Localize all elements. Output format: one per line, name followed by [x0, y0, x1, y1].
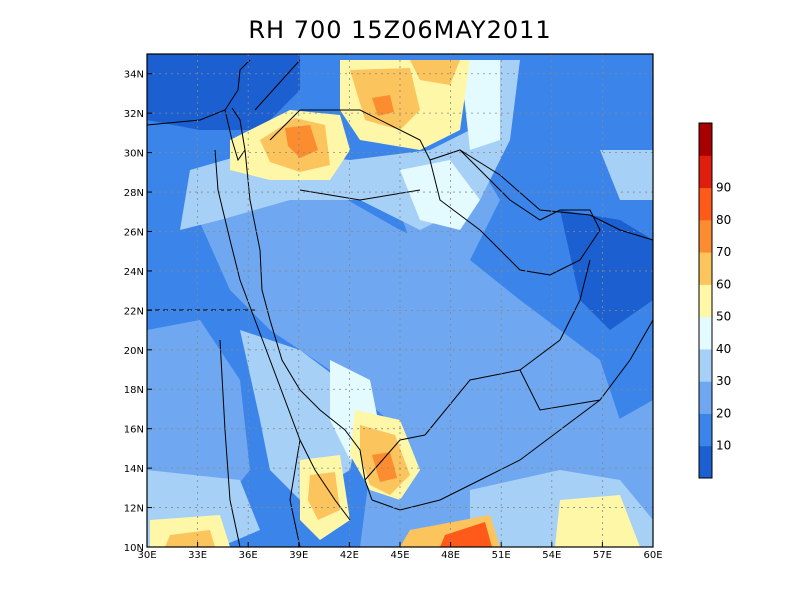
- y-tick-label: 14N: [124, 464, 144, 475]
- colorbar-swatch: [699, 445, 712, 479]
- field-region: [410, 60, 460, 85]
- field-region: [555, 495, 640, 547]
- coastline: [429, 149, 601, 276]
- field-region: [147, 320, 250, 520]
- colorbar-label: 70: [716, 245, 731, 259]
- field-region: [460, 60, 500, 150]
- x-tick-label: 42E: [340, 550, 359, 561]
- colorbar-swatch: [699, 219, 712, 253]
- map-grid: [147, 54, 653, 547]
- field-region: [440, 522, 492, 547]
- colorbar: 10 20 30 40 50 60 70 80 90: [698, 122, 731, 479]
- coastlines: [147, 59, 653, 547]
- coastline: [459, 149, 653, 241]
- colorbar-label: 20: [716, 406, 731, 420]
- field-region: [165, 530, 215, 547]
- x-tick-label: 30E: [137, 550, 156, 561]
- y-tick-label: 34N: [124, 70, 144, 81]
- field-region: [600, 150, 653, 200]
- y-tick-label: 18N: [124, 385, 144, 396]
- field-region: [372, 95, 394, 116]
- y-tick-label: 26N: [124, 227, 144, 238]
- y-tick-label: 10N: [124, 543, 144, 554]
- coastline: [214, 149, 351, 521]
- field-region: [400, 160, 480, 230]
- x-tick-label: 33E: [188, 550, 207, 561]
- colorbar-label: 90: [716, 181, 731, 195]
- x-tick-label: 57E: [593, 550, 612, 561]
- colorbar-swatch: [699, 155, 712, 189]
- colorbar-label: 80: [716, 213, 731, 227]
- colorbar-swatch: [699, 316, 712, 350]
- y-tick-label: 24N: [124, 267, 144, 278]
- coastline: [231, 107, 373, 501]
- border: [269, 109, 431, 161]
- colorbar-swatch: [699, 381, 712, 414]
- x-tick-label: 45E: [390, 550, 409, 561]
- y-tick-label: 12N: [124, 504, 144, 515]
- border: [289, 439, 301, 547]
- y-tick-label: 32N: [124, 109, 144, 120]
- colorbar-swatch: [699, 348, 712, 382]
- x-tick-label: 54E: [542, 550, 561, 561]
- y-axis-ticks: 10N 12N 14N 16N 18N 20N 22N 24N 26N 28N 30N 32N 34N: [124, 70, 152, 554]
- x-tick-label: 60E: [643, 550, 662, 561]
- colorbar-swatch: [699, 284, 712, 318]
- colorbar-swatch: [699, 123, 712, 156]
- field-region: [308, 472, 340, 520]
- border: [219, 339, 241, 547]
- y-tick-label: 20N: [124, 346, 144, 357]
- map-title: RH 700 15Z06MAY2011: [248, 16, 552, 44]
- y-tick-label: 16N: [124, 425, 144, 436]
- x-tick-label: 36E: [239, 550, 258, 561]
- colorbar-label: 60: [716, 277, 731, 291]
- x-tick-label: 48E: [441, 550, 460, 561]
- colorbar-label: 40: [716, 342, 731, 356]
- x-axis-ticks: 30E 33E 36E 39E 42E 45E 48E 51E 54E 57E 60E: [137, 542, 663, 561]
- y-tick-label: 30N: [124, 149, 144, 160]
- colorbar-swatch: [699, 413, 712, 447]
- colorbar-frame: [698, 122, 713, 479]
- field-region: [190, 190, 620, 470]
- coastline: [147, 59, 251, 126]
- border: [519, 259, 591, 371]
- y-tick-label: 22N: [124, 306, 144, 317]
- field-region: [285, 125, 318, 158]
- colorbar-swatch: [699, 252, 712, 285]
- colorbar-label: 50: [716, 310, 731, 324]
- coastline: [224, 109, 246, 162]
- colorbar-label: 30: [716, 374, 731, 388]
- coastline: [371, 319, 653, 511]
- colorbar-swatch: [699, 187, 712, 221]
- field-region: [147, 54, 300, 130]
- x-tick-label: 39E: [289, 550, 308, 561]
- x-tick-label: 51E: [492, 550, 511, 561]
- colorbar-label: 10: [716, 439, 731, 453]
- y-tick-label: 28N: [124, 188, 144, 199]
- border: [254, 59, 301, 111]
- field-region: [560, 210, 653, 330]
- field-region: [372, 452, 397, 482]
